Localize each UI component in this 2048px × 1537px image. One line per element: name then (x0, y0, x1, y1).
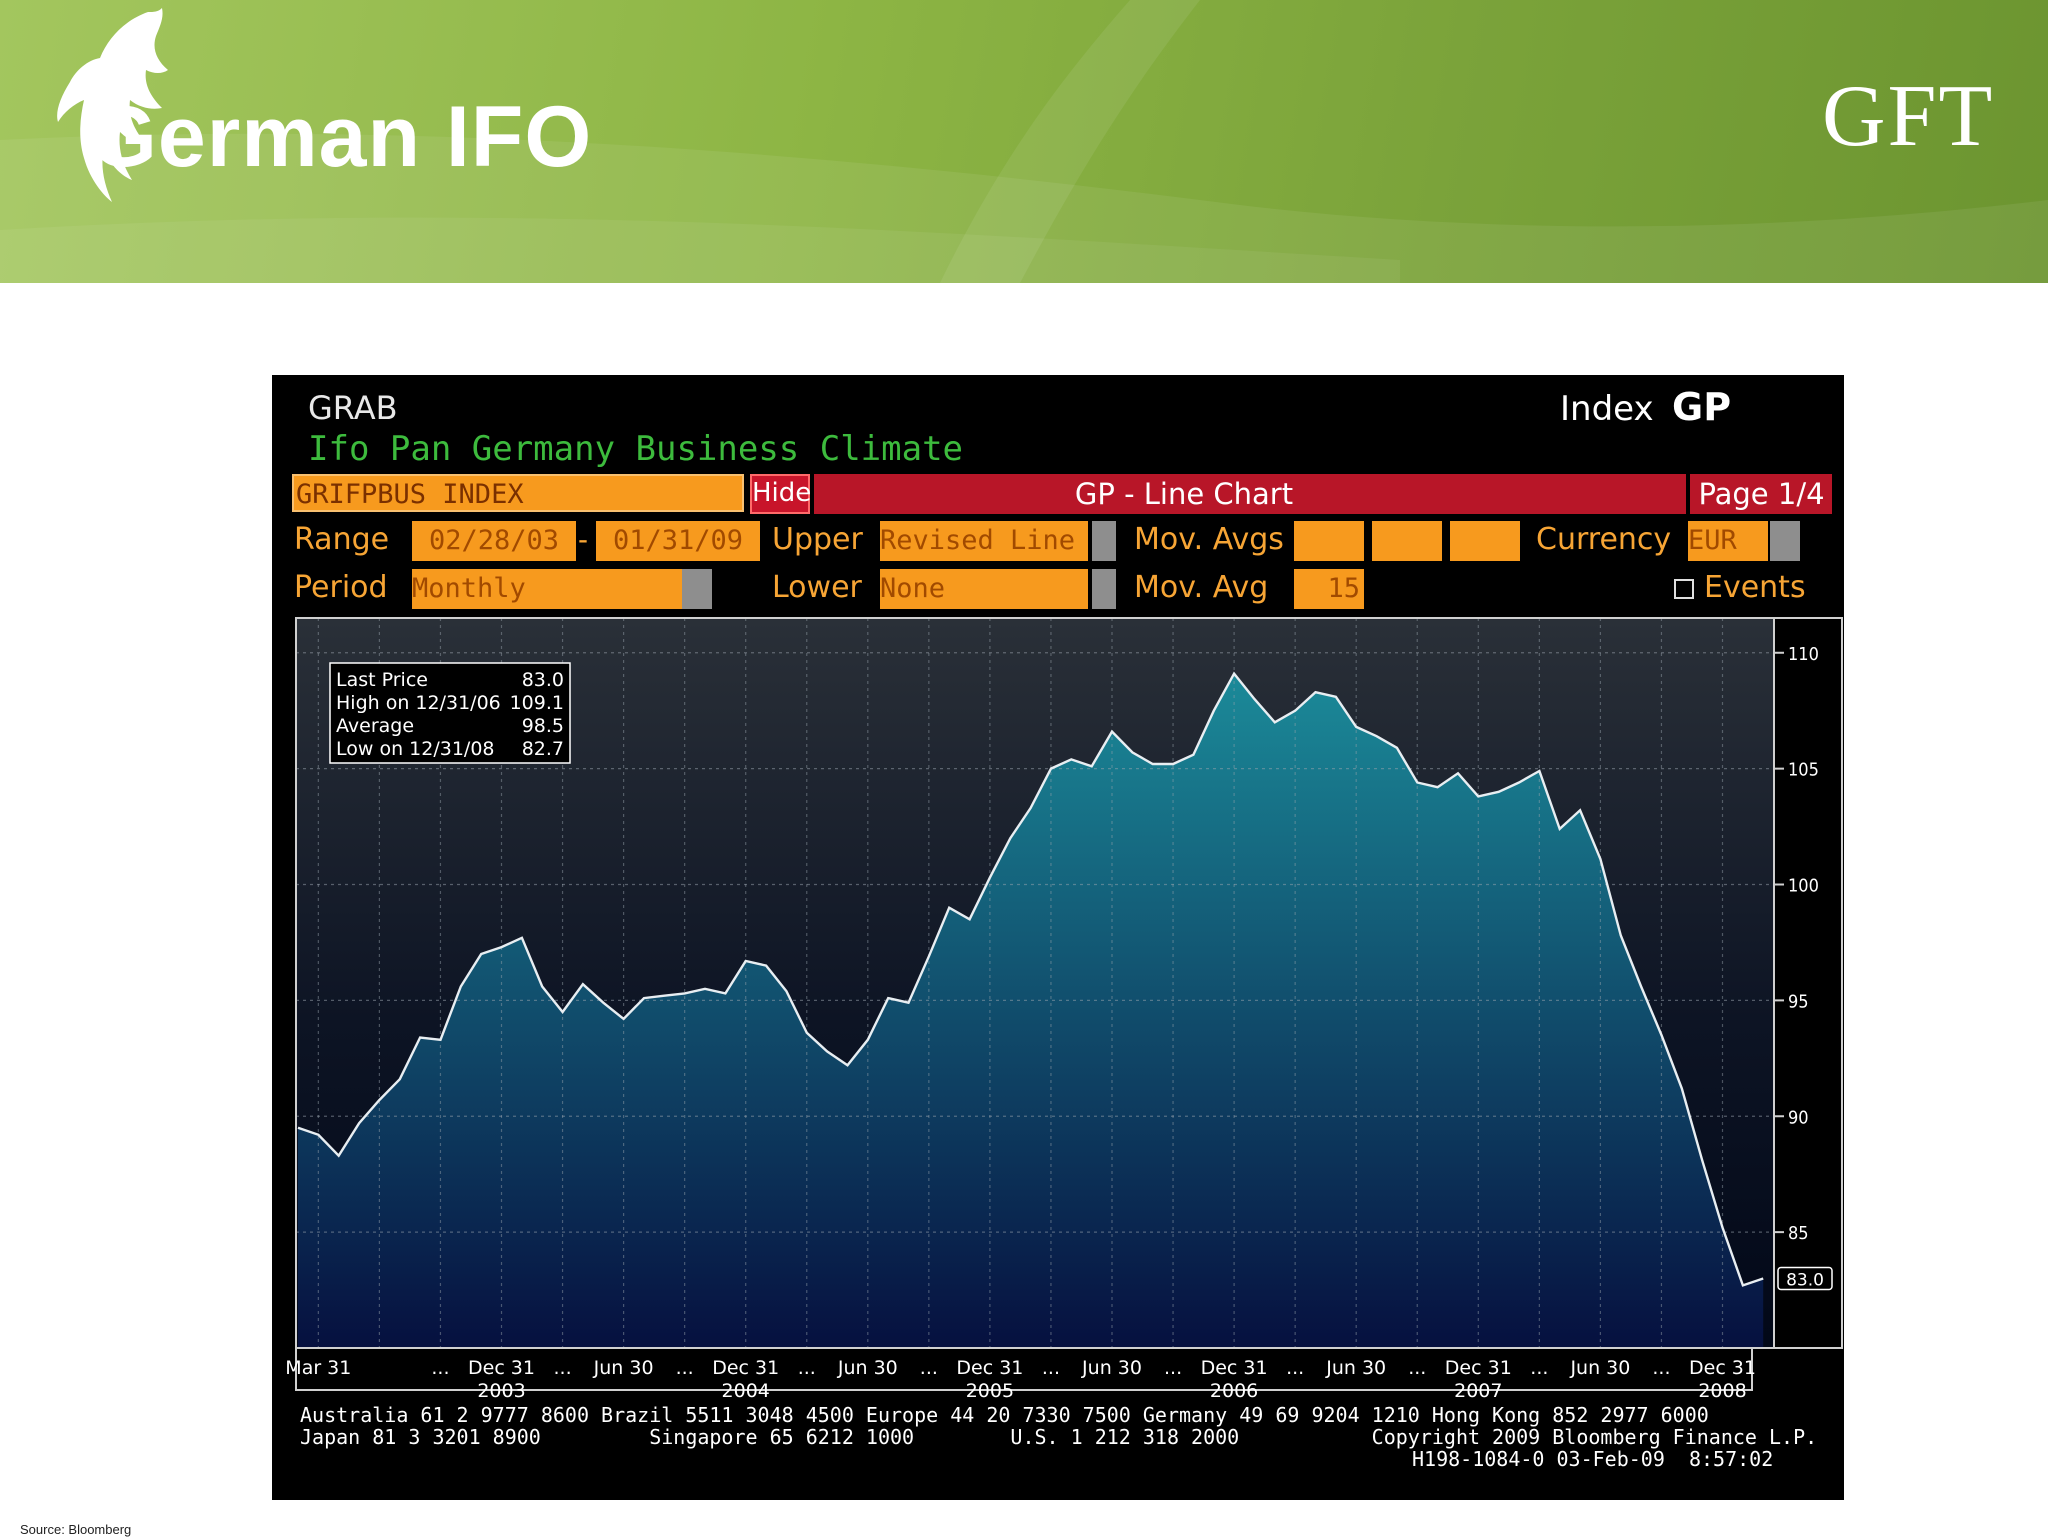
x-tick-label: ... (1530, 1357, 1548, 1379)
x-tick-label: Dec 31 (468, 1357, 535, 1379)
x-tick-label: ... (920, 1357, 938, 1379)
range-label: Range (294, 522, 390, 557)
x-tick-label: ... (1286, 1357, 1304, 1379)
y-tick-label: 100 (1788, 876, 1819, 897)
y-tick-label: 105 (1788, 760, 1819, 781)
y-tick-label: 90 (1788, 1107, 1809, 1128)
x-tick-label: Dec 31 (956, 1357, 1023, 1379)
x-tick-label: Dec 31 (1201, 1357, 1268, 1379)
bloomberg-terminal: GRAB Index GP Ifo Pan Germany Business C… (272, 375, 1844, 1500)
x-tick-label: ... (1164, 1357, 1182, 1379)
logo-text: GFT (1822, 68, 1995, 165)
last-price-tag: 83.0 (1786, 1270, 1824, 1290)
x-tick-label: Jun 30 (1569, 1357, 1630, 1379)
series-line (297, 671, 1764, 1287)
chart-header: GP - Line Chart (1074, 477, 1294, 511)
x-tick-label: ... (553, 1357, 571, 1379)
x-tick-label: Dec 31 (1445, 1357, 1512, 1379)
period-label: Period (294, 570, 388, 605)
x-tick-label: Jun 30 (837, 1357, 898, 1379)
stats-value: 82.7 (522, 738, 564, 760)
page-indicator[interactable]: Page 1/4 (1698, 477, 1825, 511)
stats-box (329, 662, 571, 764)
stats-value: 83.0 (522, 669, 564, 691)
index-code: GP (1672, 385, 1732, 429)
lower-dropdown-arrow[interactable] (1092, 569, 1116, 609)
y-tick-label: 95 (1788, 991, 1809, 1012)
mov-avg-label: Mov. Avg (1134, 570, 1269, 605)
stats-label: High on 12/31/06 (336, 692, 501, 714)
grab-label: GRAB (308, 389, 398, 427)
x-tick-label: Jun 30 (593, 1357, 654, 1379)
x-axis-frame (295, 1347, 1753, 1391)
x-tick-year: 2007 (1454, 1380, 1502, 1402)
stats-label: Last Price (336, 669, 428, 691)
x-tick-label: Jun 30 (1325, 1357, 1386, 1379)
lower-label: Lower (772, 570, 862, 605)
mov-avg-field-2[interactable] (1372, 521, 1442, 561)
x-tick-year: 2004 (722, 1380, 770, 1402)
upper-field[interactable]: Revised Line (880, 521, 1088, 561)
period-field[interactable]: Monthly (412, 569, 682, 609)
mov-avgs-label: Mov. Avgs (1134, 522, 1284, 557)
range-start-field[interactable]: 02/28/03 (412, 521, 576, 561)
terminal-timestamp: H198-1084-0 03-Feb-09 8:57:02 (1412, 1447, 1774, 1471)
hide-button[interactable]: Hide (750, 474, 811, 514)
header-banner: German IFO GFT (0, 0, 2048, 283)
y-tick-label: 110 (1788, 644, 1819, 665)
series-area (298, 673, 1764, 1348)
x-tick-label: ... (1042, 1357, 1060, 1379)
x-tick-label: Dec 31 (1689, 1357, 1756, 1379)
stats-value: 98.5 (522, 715, 564, 737)
stats-label: Low on 12/31/08 (336, 738, 495, 760)
mov-avg-field-3[interactable] (1450, 521, 1520, 561)
upper-dropdown-arrow[interactable] (1092, 521, 1116, 561)
currency-field[interactable]: EUR (1688, 521, 1768, 561)
x-tick-label: Jun 30 (1081, 1357, 1142, 1379)
range-dash: - (578, 523, 588, 556)
upper-label: Upper (772, 522, 863, 557)
slide-title: German IFO (90, 89, 593, 185)
range-end-field[interactable]: 01/31/09 (596, 521, 760, 561)
mov-avg-field-1[interactable] (1294, 521, 1364, 561)
index-label: Index (1560, 389, 1654, 429)
x-tick-year: 2003 (477, 1380, 525, 1402)
events-label: Events (1704, 570, 1806, 605)
mov-avg-value-field[interactable]: 15 (1294, 569, 1364, 609)
x-tick-label: ... (676, 1357, 694, 1379)
x-tick-year: 2005 (966, 1380, 1014, 1402)
x-tick-year: 2006 (1210, 1380, 1258, 1402)
x-tick-label: ... (1652, 1357, 1670, 1379)
x-tick-year: 2008 (1698, 1380, 1746, 1402)
lower-field[interactable]: None (880, 569, 1088, 609)
currency-label: Currency (1536, 522, 1672, 557)
gft-lion-logo (57, 8, 168, 202)
x-tick-label: Mar 31 (285, 1357, 351, 1379)
stats-value: 109.1 (510, 692, 564, 714)
last-price-tag-box (1777, 1266, 1833, 1291)
x-tick-label: Dec 31 (712, 1357, 779, 1379)
events-checkbox[interactable] (1674, 579, 1694, 599)
x-tick-label: ... (431, 1357, 449, 1379)
period-dropdown-arrow[interactable] (682, 569, 712, 609)
chart-subtitle: Ifo Pan Germany Business Climate (308, 429, 964, 469)
x-tick-label: ... (1408, 1357, 1426, 1379)
stats-label: Average (336, 715, 414, 737)
contacts-line-2: Japan 81 3 3201 8900 Singapore 65 6212 1… (300, 1425, 1818, 1449)
banner-decoration (0, 0, 2048, 283)
y-tick-label: 85 (1788, 1223, 1809, 1244)
currency-dropdown-arrow[interactable] (1770, 521, 1800, 561)
x-tick-label: ... (798, 1357, 816, 1379)
contacts-line-1: Australia 61 2 9777 8600 Brazil 5511 304… (300, 1403, 1709, 1427)
ticker-field[interactable]: GRIFPBUS INDEX (292, 474, 744, 512)
source-note: Source: Bloomberg (20, 1522, 132, 1537)
